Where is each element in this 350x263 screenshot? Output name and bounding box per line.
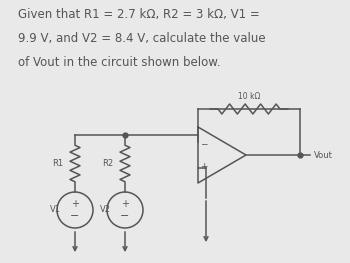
- Text: 9.9 V, and V2 = 8.4 V, calculate the value: 9.9 V, and V2 = 8.4 V, calculate the val…: [18, 32, 265, 45]
- Text: of Vout in the circuit shown below.: of Vout in the circuit shown below.: [18, 56, 220, 69]
- Text: +: +: [121, 199, 129, 209]
- Text: R2: R2: [102, 159, 113, 168]
- Text: V2: V2: [100, 205, 111, 215]
- Text: +: +: [71, 199, 79, 209]
- Text: V1: V1: [50, 205, 61, 215]
- Text: −: −: [70, 211, 80, 221]
- Text: R1: R1: [52, 159, 63, 168]
- Text: −: −: [200, 139, 208, 148]
- Text: Given that R1 = 2.7 kΩ, R2 = 3 kΩ, V1 =: Given that R1 = 2.7 kΩ, R2 = 3 kΩ, V1 =: [18, 8, 259, 21]
- Text: 10 kΩ: 10 kΩ: [238, 92, 260, 101]
- Text: Vout: Vout: [314, 150, 333, 159]
- Text: +: +: [200, 162, 208, 171]
- Text: −: −: [120, 211, 130, 221]
